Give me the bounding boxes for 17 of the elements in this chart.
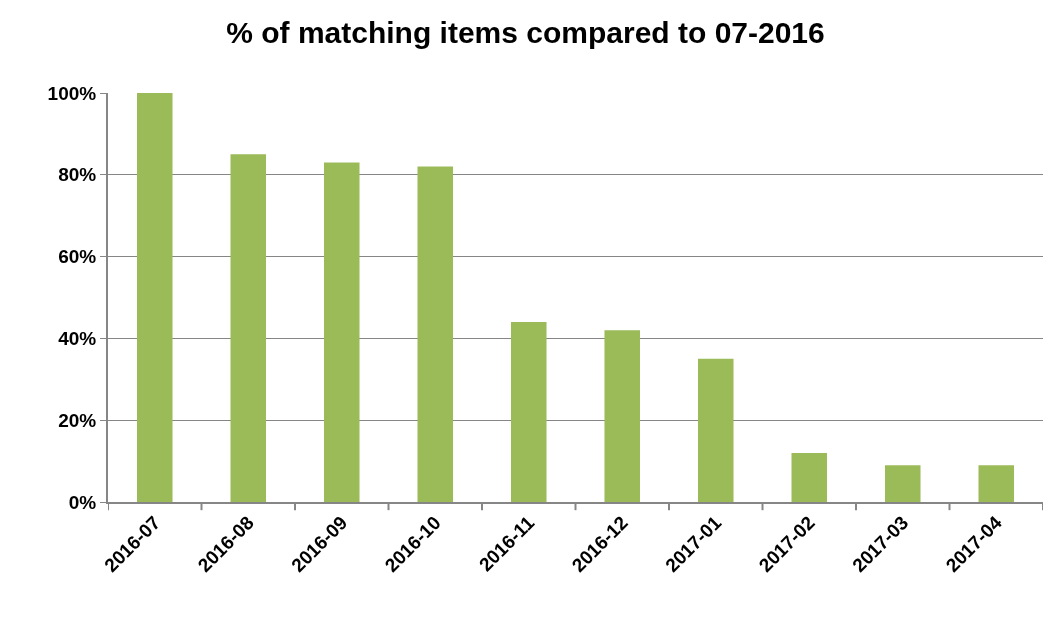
bar [978, 465, 1015, 502]
bar [323, 162, 360, 502]
bar [604, 330, 641, 502]
y-tick-label: 20% [58, 409, 97, 431]
y-tick-label: 0% [68, 491, 97, 513]
y-tick-label: 60% [58, 246, 97, 268]
bar [417, 166, 454, 502]
bar [791, 452, 828, 502]
bar [697, 358, 734, 502]
y-tick-label: 80% [58, 164, 97, 186]
bar [230, 154, 267, 502]
bar [884, 465, 921, 502]
y-tick-label: 40% [58, 328, 97, 350]
bar [510, 322, 547, 502]
chart-title: % of matching items compared to 07-2016 [226, 15, 825, 49]
bar [136, 93, 173, 502]
y-tick-label: 100% [47, 82, 97, 104]
